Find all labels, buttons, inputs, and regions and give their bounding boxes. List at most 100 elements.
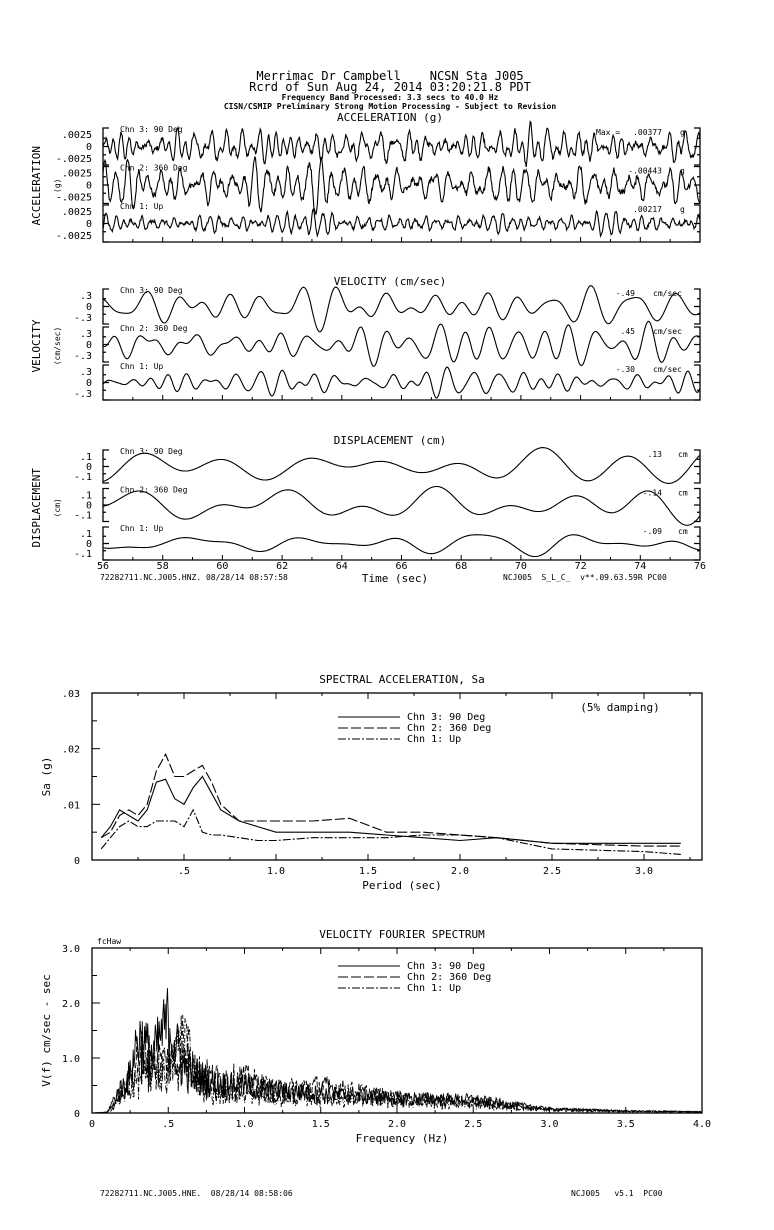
y-axis-label: ACCELERATION xyxy=(30,146,43,225)
peak-unit: cm xyxy=(678,489,688,498)
footer-left: 72282711.NC.J005.HNE. 08/28/14 08:58:06 xyxy=(100,1189,293,1198)
x-tick-label: 62 xyxy=(276,561,288,572)
y-axis-frame xyxy=(102,165,109,205)
y-tick-label: -.1 xyxy=(74,549,92,560)
right-axis-frame xyxy=(694,449,701,484)
x-tick-label: 74 xyxy=(634,561,646,572)
y-tick-label: -.1 xyxy=(74,511,92,522)
y-tick-label: 1.0 xyxy=(62,1054,80,1065)
right-axis-frame xyxy=(694,165,701,205)
y-axis-label: DISPLACEMENT xyxy=(30,468,43,548)
y-tick-label: 0 xyxy=(86,378,92,389)
channel-label: Chn 2: 360 Deg xyxy=(120,324,188,333)
x-tick-label: 60 xyxy=(216,561,228,572)
y-tick-label: 0 xyxy=(86,219,92,230)
peak-value: .45 xyxy=(621,327,636,336)
peak-unit: g xyxy=(680,167,685,176)
y-axis-label: VELOCITY xyxy=(30,319,43,372)
y-tick-label: -.3 xyxy=(74,389,92,400)
y-axis-frame xyxy=(102,364,109,401)
peak-unit: cm/sec xyxy=(653,327,682,336)
max-label: Max = xyxy=(596,128,620,137)
y-axis-unit: (g) xyxy=(53,179,62,193)
x-tick-label: 3.0 xyxy=(540,1119,558,1130)
panel-displacement: DISPLACEMENT (cm)DISPLACEMENT (cm).10-.1C… xyxy=(30,434,706,572)
waveform-3 xyxy=(102,447,701,484)
panel-acceleration: ACCELERATION (g)ACCELERATION (g).00250-.0… xyxy=(30,111,701,243)
x-tick-label: 2.5 xyxy=(543,866,561,877)
y-tick-label: 0 xyxy=(74,856,80,867)
x-tick-label: 56 xyxy=(97,561,109,572)
y-tick-label: 2.0 xyxy=(62,999,80,1010)
chart-title: SPECTRAL ACCELERATION, Sa xyxy=(319,673,485,686)
y-axis-frame xyxy=(102,127,109,166)
right-axis-frame xyxy=(694,364,701,401)
channel-label: Chn 2: 360 Deg xyxy=(120,486,188,495)
x-tick-label: .5 xyxy=(162,1119,174,1130)
y-tick-label: 0 xyxy=(86,181,92,192)
peak-unit: cm xyxy=(678,450,688,459)
legend-label: Chn 1: Up xyxy=(407,983,461,994)
y-tick-label: -.0025 xyxy=(56,231,92,242)
y-tick-label: .1 xyxy=(80,452,92,463)
page-footer: 72282711.NC.J005.HNE. 08/28/14 08:58:06 … xyxy=(100,1189,663,1198)
waveform-2 xyxy=(102,320,701,367)
header-record: Rcrd of Sun Aug 24, 2014 03:20:21.8 PDT xyxy=(249,80,531,94)
right-axis-frame xyxy=(694,487,701,523)
y-tick-label: -.0025 xyxy=(56,154,92,165)
waveform-1 xyxy=(102,534,701,558)
sa-curve-2 xyxy=(100,752,681,847)
peak-unit: g xyxy=(680,205,685,214)
fourier-curve-2 xyxy=(92,1031,703,1114)
y-tick-label: -.3 xyxy=(74,313,92,324)
fourier-spectrum-chart: VELOCITY FOURIER SPECTRUM Frequency (Hz) V… xyxy=(40,928,711,1145)
footer-right: NCJ005 v5.1 PC00 xyxy=(571,1189,663,1198)
peak-value: .00217 xyxy=(633,205,662,214)
panel-velocity: VELOCITY (cm/sec)VELOCITY (cm/sec).30-.3C… xyxy=(30,275,701,401)
waveform-2 xyxy=(102,156,701,216)
peak-unit: cm/sec xyxy=(653,365,682,374)
legend-label: Chn 2: 360 Deg xyxy=(407,972,491,983)
y-tick-label: 0 xyxy=(86,501,92,512)
x-axis-label: Frequency (Hz) xyxy=(356,1132,449,1145)
header-band: Frequency Band Processed: 3.3 secs to 40… xyxy=(282,93,499,102)
y-tick-label: 0 xyxy=(86,302,92,313)
y-tick-label: .0025 xyxy=(62,130,92,141)
y-axis-frame xyxy=(102,204,109,243)
peak-value: .13 xyxy=(648,450,663,459)
x-tick-label: 58 xyxy=(157,561,169,572)
peak-value: -.14 xyxy=(643,489,662,498)
y-tick-label: .0025 xyxy=(62,169,92,180)
y-tick-label: .0025 xyxy=(62,207,92,218)
y-tick-label: .1 xyxy=(80,491,92,502)
damping-annotation: (5% damping) xyxy=(580,701,659,714)
channel-label: Chn 1: Up xyxy=(120,202,164,211)
y-tick-label: -.0025 xyxy=(56,193,92,204)
x-tick-label: 4.0 xyxy=(693,1119,711,1130)
chart-title: VELOCITY FOURIER SPECTRUM xyxy=(319,928,485,941)
y-axis-label: V(f) cm/sec - sec xyxy=(40,974,53,1087)
y-tick-label: .03 xyxy=(62,689,80,700)
channel-label: Chn 2: 360 Deg xyxy=(120,164,188,173)
x-tick-label: 2.0 xyxy=(451,866,469,877)
y-tick-label: 0 xyxy=(86,462,92,473)
x-tick-label: 1.5 xyxy=(359,866,377,877)
legend-label: Chn 1: Up xyxy=(407,734,461,745)
x-tick-label: 3.5 xyxy=(617,1119,635,1130)
channel-label: Chn 3: 90 Deg xyxy=(120,125,183,134)
ts-footer-left: 72282711.NC.J005.HNZ. 08/28/14 08:57:58 xyxy=(100,573,288,582)
time-series-footer: 72282711.NC.J005.HNZ. 08/28/14 08:57:58 … xyxy=(100,572,667,585)
y-tick-label: 0 xyxy=(86,539,92,550)
peak-value: -.49 xyxy=(616,289,635,298)
x-tick-label: 64 xyxy=(336,561,348,572)
right-axis-frame xyxy=(694,288,701,325)
ts-footer-right: NCJ005 S_L_C_ v**.09.63.59R PC00 xyxy=(503,573,667,582)
x-tick-label: 2.0 xyxy=(388,1119,406,1130)
waveform-1 xyxy=(102,366,701,399)
y-axis-frame xyxy=(102,449,109,484)
y-axis-unit: (cm/sec) xyxy=(53,327,62,366)
x-tick-label: 66 xyxy=(395,561,407,572)
right-axis-frame xyxy=(694,127,701,166)
y-axis-label: Sa (g) xyxy=(40,757,53,797)
legend-label: Chn 2: 360 Deg xyxy=(407,723,491,734)
